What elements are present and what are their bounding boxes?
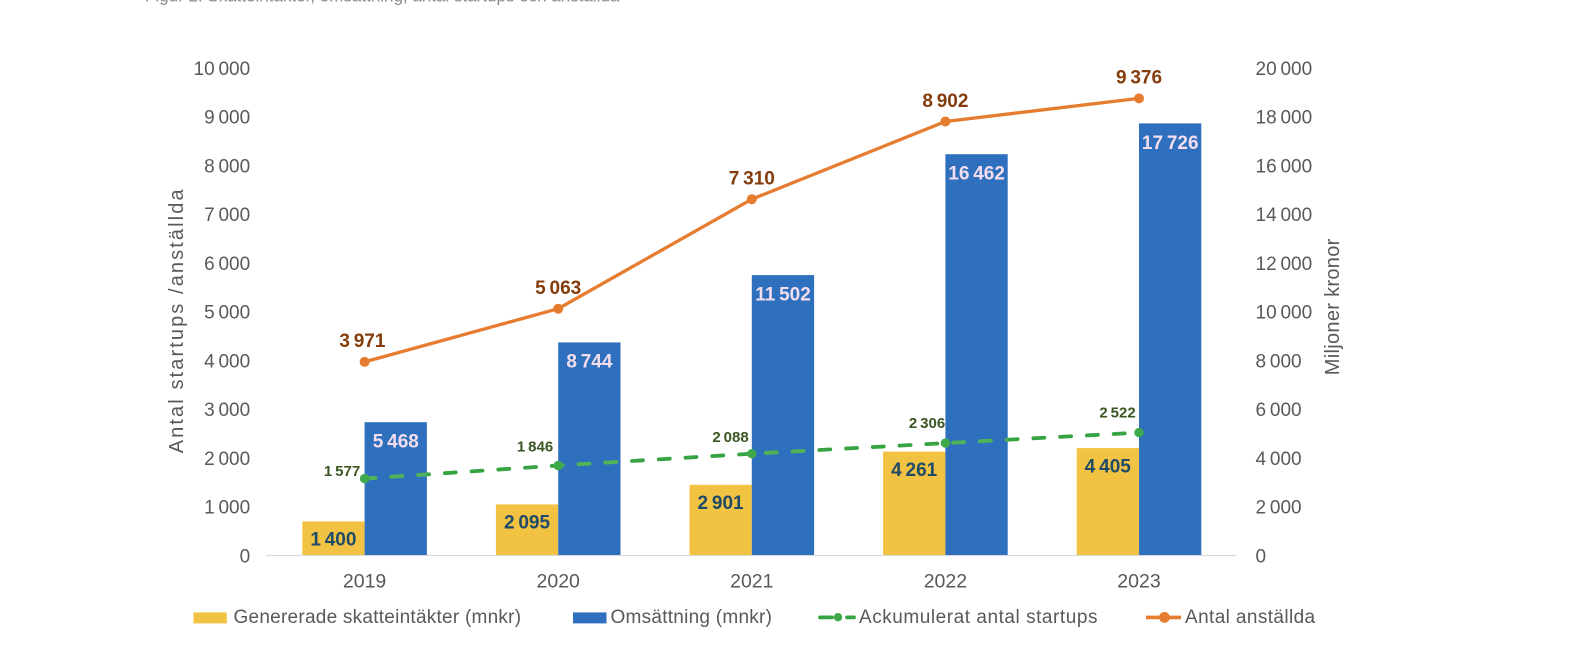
svg-text:5 063: 5 063	[535, 278, 581, 299]
svg-text:2022: 2022	[924, 571, 967, 593]
svg-text:4 000: 4 000	[204, 351, 250, 372]
svg-text:16 462: 16 462	[948, 164, 1005, 185]
svg-text:6 000: 6 000	[204, 254, 250, 275]
svg-text:2 000: 2 000	[204, 449, 250, 470]
svg-text:2 088: 2 088	[712, 429, 748, 446]
svg-text:2 901: 2 901	[698, 493, 745, 514]
svg-text:8 000: 8 000	[204, 156, 250, 177]
svg-text:16 000: 16 000	[1256, 156, 1313, 177]
svg-text:2023: 2023	[1117, 571, 1160, 593]
svg-text:10 000: 10 000	[1256, 303, 1313, 324]
svg-text:12 000: 12 000	[1256, 254, 1313, 275]
svg-text:5 468: 5 468	[373, 431, 419, 452]
svg-text:4 261: 4 261	[891, 460, 938, 481]
svg-text:1 577: 1 577	[324, 463, 360, 480]
svg-text:2019: 2019	[343, 571, 386, 593]
svg-text:20 000: 20 000	[1256, 59, 1313, 80]
svg-text:1 400: 1 400	[310, 530, 356, 551]
svg-text:2 095: 2 095	[504, 513, 551, 534]
svg-text:Figur 2. Skatteintäkter, omsät: Figur 2. Skatteintäkter, omsättning, ant…	[145, 0, 620, 6]
svg-text:10 000: 10 000	[194, 59, 251, 80]
svg-text:0: 0	[240, 546, 251, 567]
svg-text:2 522: 2 522	[1099, 405, 1135, 422]
svg-text:6 000: 6 000	[1256, 400, 1302, 421]
svg-text:0: 0	[1256, 546, 1267, 567]
svg-text:5 000: 5 000	[204, 303, 250, 324]
svg-text:14 000: 14 000	[1256, 205, 1313, 226]
svg-text:Omsättning (mnkr): Omsättning (mnkr)	[611, 607, 773, 628]
svg-text:8 000: 8 000	[1256, 351, 1302, 372]
svg-text:Ackumulerat antal startups: Ackumulerat antal startups	[859, 607, 1098, 628]
svg-text:Antal anställda: Antal anställda	[1185, 607, 1316, 628]
svg-text:2020: 2020	[537, 571, 581, 593]
svg-text:9 000: 9 000	[204, 108, 250, 129]
svg-text:Antal startups /anställda: Antal startups /anställda	[166, 187, 188, 453]
svg-text:2 000: 2 000	[1256, 498, 1302, 519]
svg-text:2021: 2021	[730, 571, 773, 593]
svg-text:9 376: 9 376	[1116, 68, 1162, 89]
svg-text:8 744: 8 744	[566, 352, 613, 373]
svg-text:18 000: 18 000	[1256, 108, 1313, 129]
svg-text:11 502: 11 502	[755, 285, 811, 306]
svg-text:Miljoner kronor: Miljoner kronor	[1322, 238, 1344, 375]
svg-text:8 902: 8 902	[922, 91, 968, 112]
svg-text:1 846: 1 846	[517, 438, 553, 455]
svg-text:17 726: 17 726	[1142, 133, 1199, 154]
svg-text:2 306: 2 306	[909, 415, 945, 432]
svg-text:1 000: 1 000	[204, 498, 250, 519]
svg-text:7 000: 7 000	[204, 205, 250, 226]
svg-text:4 405: 4 405	[1085, 456, 1132, 477]
svg-text:3 971: 3 971	[339, 331, 386, 352]
svg-text:3 000: 3 000	[204, 400, 250, 421]
svg-text:4 000: 4 000	[1256, 449, 1302, 470]
svg-text:Genererade skatteintäkter (mnk: Genererade skatteintäkter (mnkr)	[234, 607, 522, 628]
svg-text:7 310: 7 310	[729, 169, 775, 190]
